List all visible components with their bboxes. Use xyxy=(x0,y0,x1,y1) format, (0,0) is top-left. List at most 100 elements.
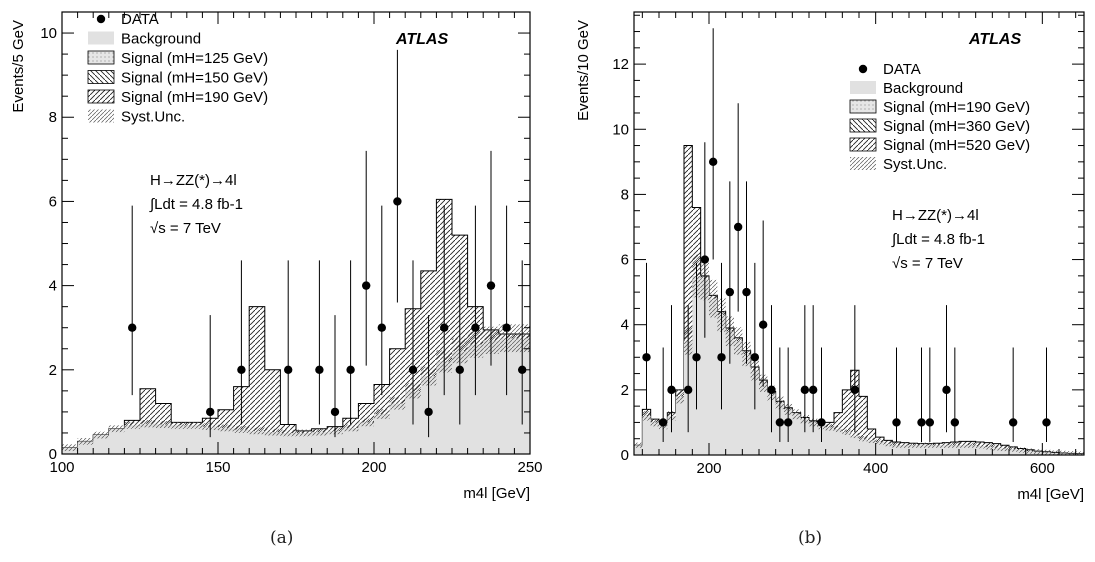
legend-swatch-syst xyxy=(88,109,114,123)
data-point xyxy=(758,320,768,329)
syst-band-bin xyxy=(917,442,926,448)
panel-caption-b: (b) xyxy=(798,528,823,548)
legend-label-background: Background xyxy=(121,31,201,48)
data-point xyxy=(284,365,293,375)
syst-band-bin xyxy=(374,409,390,419)
x-tick-label: 250 xyxy=(517,459,542,476)
data-point xyxy=(742,287,751,297)
syst-band-bin xyxy=(1075,451,1084,455)
x-tick-label: 200 xyxy=(361,459,386,476)
data-point xyxy=(692,353,701,362)
syst-band-bin xyxy=(233,426,250,433)
x-tick-label: 600 xyxy=(1030,460,1055,477)
syst-band-bin xyxy=(1059,450,1068,455)
syst-band-bin xyxy=(950,442,959,448)
histogram-chart-b: 200 400 600 0 2 4 6 8 10 12 m4l [GeV] Events/10 GeV… xyxy=(575,11,1085,503)
x-axis-title: m4l [GeV] xyxy=(1017,486,1084,503)
syst-band-bin xyxy=(342,424,359,432)
annotation-energy: √s = 7 TeV xyxy=(150,220,221,237)
syst-band-bin xyxy=(642,411,651,421)
y-tick-label: 2 xyxy=(49,362,57,379)
data-point xyxy=(486,281,496,290)
x-tick-label: 400 xyxy=(863,460,888,477)
data-point xyxy=(925,418,935,427)
syst-band-bin xyxy=(1025,448,1034,454)
data-point xyxy=(783,418,793,427)
syst-band-bin xyxy=(942,442,951,448)
data-point xyxy=(440,323,449,332)
chart-panel-b: 200 400 600 0 2 4 6 8 10 12 m4l [GeV] Events/10 GeV… xyxy=(548,0,1095,557)
legend-swatch-sig2 xyxy=(87,70,115,84)
legend-swatch-sig1 xyxy=(87,50,115,65)
annotation-process: H→ZZ(*)→4l xyxy=(150,172,237,189)
legend-swatch-sig3 xyxy=(849,137,877,152)
legend-swatch-sig1 xyxy=(849,99,877,114)
data-point xyxy=(725,287,735,297)
data-point xyxy=(658,418,668,427)
legend-data-marker xyxy=(96,14,106,24)
legend-label-sig1: Signal (mH=190 GeV) xyxy=(883,99,1030,116)
annotation-process: H→ZZ(*)→4l xyxy=(892,207,979,224)
syst-band-bin xyxy=(975,443,984,449)
chart-panel-a: 100 150 200 250 0 2 4 6 8 10 m4l [GeV] Events/5 GeV… xyxy=(0,0,548,557)
data-point xyxy=(808,385,818,395)
data-point xyxy=(128,323,137,332)
legend-swatch-syst xyxy=(850,157,876,170)
y-tick-label: 12 xyxy=(612,56,629,73)
data-point xyxy=(942,385,951,395)
data-point xyxy=(315,365,324,375)
data-point xyxy=(917,418,926,427)
data-point xyxy=(330,407,340,417)
legend-label-sig2: Signal (mH=150 GeV) xyxy=(121,70,268,87)
data-point xyxy=(502,323,511,332)
legend-swatch-sig2 xyxy=(849,118,877,133)
data-point xyxy=(1042,418,1051,427)
data-point xyxy=(850,385,860,395)
data-point xyxy=(892,418,901,427)
data-point xyxy=(362,281,371,290)
data-point xyxy=(206,407,215,417)
syst-band-bin xyxy=(186,421,203,429)
data-point xyxy=(717,353,726,362)
syst-band-bin xyxy=(77,438,94,445)
y-axis-title: Events/5 GeV xyxy=(10,20,27,113)
data-point xyxy=(642,353,651,362)
syst-band-bin xyxy=(634,442,643,448)
panel-caption-a: (a) xyxy=(270,528,294,548)
data-point xyxy=(683,385,693,395)
syst-band-bin xyxy=(1009,446,1018,452)
syst-band-bin xyxy=(140,420,156,428)
syst-band-bin xyxy=(108,425,125,433)
syst-band-bin xyxy=(884,440,893,447)
data-point xyxy=(408,365,418,375)
syst-band-bin xyxy=(264,428,281,436)
data-point xyxy=(424,407,433,417)
syst-band-bin xyxy=(709,279,718,318)
legend-swatch-background xyxy=(88,31,114,45)
syst-band-bin xyxy=(280,429,296,437)
legend-data-marker xyxy=(858,64,868,74)
data-point xyxy=(700,255,710,264)
data-point xyxy=(817,418,826,427)
syst-band-bin xyxy=(124,421,140,429)
syst-band-bin xyxy=(900,442,909,448)
data-point xyxy=(393,197,402,206)
syst-band-bin xyxy=(867,437,876,443)
x-axis-title: m4l [GeV] xyxy=(463,485,530,502)
syst-band-bin xyxy=(967,442,976,448)
syst-band-bin xyxy=(530,327,546,354)
y-tick-label: 10 xyxy=(40,25,57,42)
syst-band-bin xyxy=(249,427,265,435)
y-tick-label: 6 xyxy=(49,193,57,210)
annotation-energy: √s = 7 TeV xyxy=(892,255,963,272)
y-tick-label: 8 xyxy=(621,186,629,203)
data-point xyxy=(750,353,760,362)
data-point xyxy=(346,365,355,375)
legend-label-data: DATA xyxy=(883,61,921,78)
annotation-luminosity: ∫Ldt = 4.8 fb-1 xyxy=(149,196,243,213)
syst-band-bin xyxy=(959,442,968,448)
syst-band-bin xyxy=(1067,451,1076,455)
syst-band-bin xyxy=(1017,447,1026,453)
syst-band-bin xyxy=(358,418,374,427)
data-point xyxy=(733,222,743,232)
